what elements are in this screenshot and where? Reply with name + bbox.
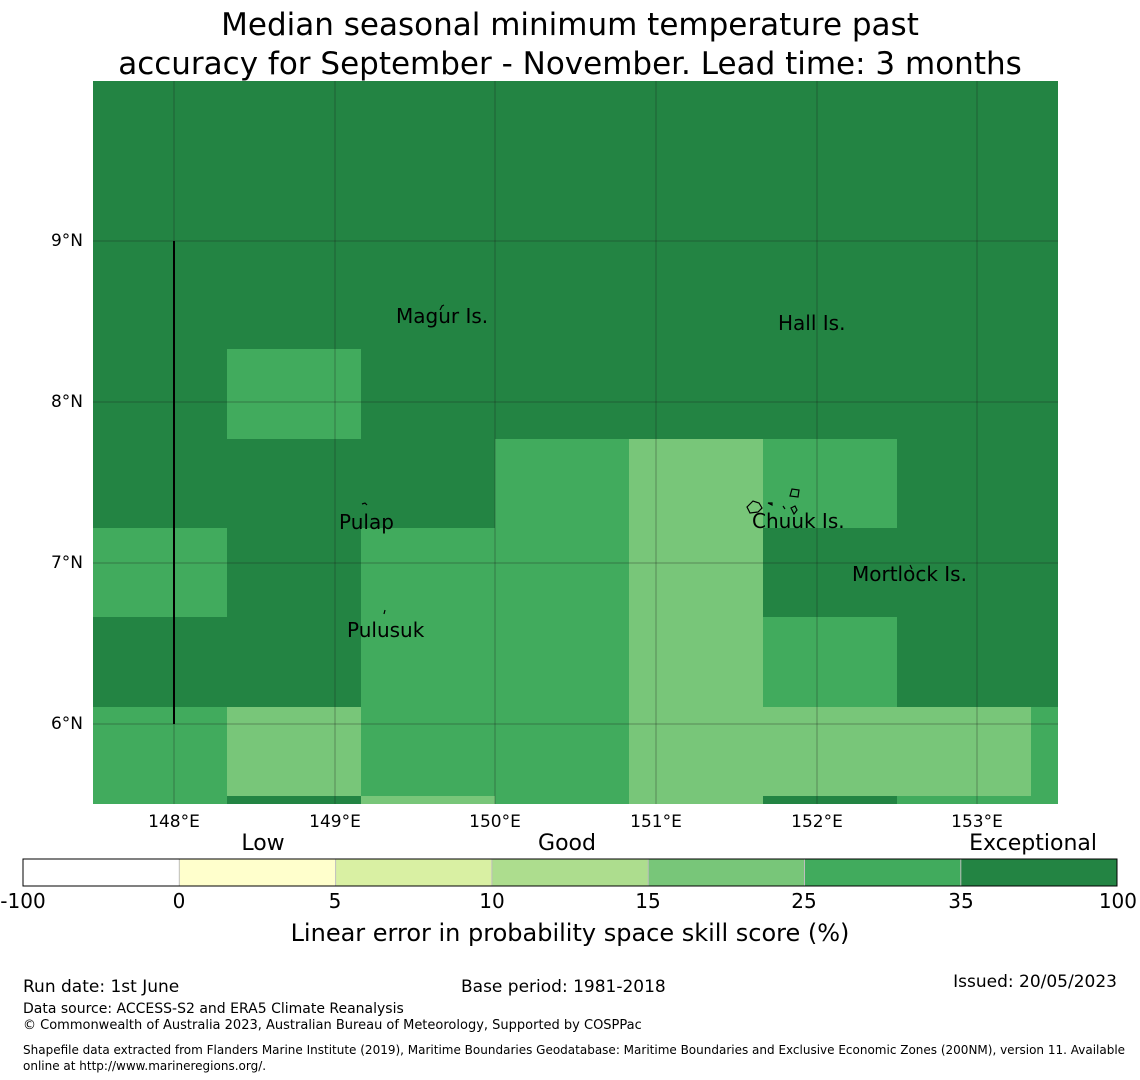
skill-cell [495,439,629,804]
lat-label: 6°N [50,714,83,734]
colorbar-category-low: Low [241,831,285,856]
colorbar-swatch [179,859,336,886]
place-label-hall: Hall Is. [778,311,846,335]
copyright: © Commonwealth of Australia 2023, Austra… [23,1018,642,1033]
island-outlines [361,304,913,615]
mortlock-island-outline [909,564,913,570]
lat-label: 9°N [50,231,83,251]
magur-island-outline [439,304,445,311]
map-title-line-2: accuracy for September - November. Lead … [118,46,1022,82]
colorbar-swatch [960,859,1117,886]
issued-date: Issued: 20/05/2023 [953,972,1117,992]
lon-label: 150°E [469,812,521,832]
skill-cell [763,707,1031,796]
place-label-pulap: Pulap [339,510,394,534]
skill-cell [361,528,495,804]
colorbar-tick-label: -100 [0,889,46,913]
skill-cell [227,349,361,439]
colorbar-swatch [491,859,649,886]
chuuk-islet-outline [782,505,786,510]
skill-cell [227,707,361,796]
lat-label: 8°N [50,392,83,412]
colorbar-frame [22,858,1118,887]
colorbar-swatch [23,859,180,886]
skill-grid [93,81,1058,804]
colorbar-swatches [22,858,1118,887]
place-label-magur: Magur Is. [396,304,489,328]
skill-cell [897,796,1031,804]
colorbar-axis-label: Linear error in probability space skill … [290,919,850,947]
lon-label: 153°E [951,812,1003,832]
shapefile-credit: Shapefile data extracted from Flanders M… [23,1043,1126,1073]
colorbar-tick-label: 25 [791,889,817,913]
colorbar-swatch [335,859,492,886]
chuuk-islet-outline [790,505,798,516]
map-title-line-1: Median seasonal minimum temperature past [221,7,919,43]
colorbar-tick-label: 100 [1098,889,1137,913]
colorbar-tick-label: 35 [948,889,974,913]
skill-cell [93,707,227,804]
colorbar-tick-label: 0 [172,889,186,913]
colorbar-tick-label: 10 [479,889,505,913]
colorbar-tick-label: 5 [328,889,342,913]
lon-label: 152°E [791,812,843,832]
skill-cell [763,617,897,707]
lat-label: 7°N [50,553,83,573]
place-label-mortlock: Mortlock Is. [852,562,967,586]
skill-cell [1031,707,1058,804]
skill-cell [93,528,227,617]
pulap-island-outline [361,502,368,506]
place-label-pulusuk: Pulusuk [347,618,425,642]
colorbar-swatch [804,859,961,886]
chuuk-lagoon-outline [746,500,763,514]
chuuk-reef-outline [789,488,800,498]
lon-label: 149°E [309,812,361,832]
colorbar-category-exceptional: Exceptional [969,831,1097,856]
pulusuk-island-outline [383,609,386,615]
place-label-chuuk: Chuuk Is. [752,509,845,533]
colorbar-tick-label: 15 [635,889,661,913]
data-source: Data source: ACCESS-S2 and ERA5 Climate … [23,1001,404,1017]
skill-cell [763,439,897,528]
skill-cell [629,439,763,804]
lon-label: 151°E [630,812,682,832]
skill-cell [361,796,495,804]
colorbar-swatch [648,859,805,886]
chuuk-islet-outline [767,502,773,506]
colorbar-category-good: Good [538,831,596,856]
run-date: Run date: 1st June [23,977,180,997]
base-period: Base period: 1981-2018 [461,977,666,997]
lon-label: 148°E [148,812,200,832]
